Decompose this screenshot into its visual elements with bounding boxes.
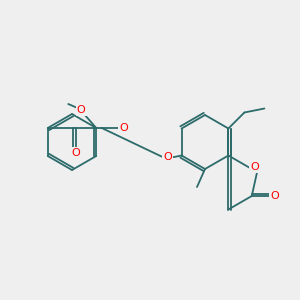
Text: O: O	[250, 162, 259, 172]
Text: O: O	[270, 191, 279, 201]
Text: O: O	[77, 105, 85, 115]
Text: O: O	[71, 148, 80, 158]
Text: O: O	[163, 152, 172, 163]
Text: O: O	[119, 123, 128, 133]
